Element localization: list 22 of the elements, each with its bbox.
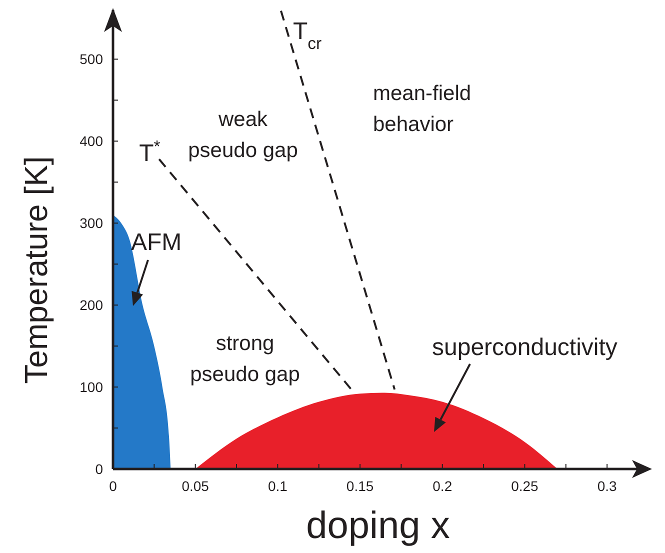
x-tick-label: 0.2 [432,478,452,494]
x-tick-label: 0.3 [597,478,618,494]
y-tick-label: 200 [80,296,104,313]
series-label: superconductivity [432,334,618,361]
annotation: mean-field behavior [373,82,472,136]
y-tick-label: 0 [95,460,104,477]
x-tick-label: 0.15 [346,478,374,494]
x-tick-label: 0.05 [182,478,210,494]
x-tick-label: 0 [109,478,118,494]
series-label: T$^{*}$ [139,136,161,168]
y-tick-label: 100 [80,378,104,395]
x-axis-title: doping x [306,505,450,547]
x-tick-label: 0.25 [511,478,539,494]
y-tick-label: 300 [80,215,104,232]
series-label: T$_{cr}$ [292,18,322,52]
x-tick-label: 0.1 [268,478,288,494]
y-axis-title: Temperature [K] [18,156,54,384]
series-label: AFM [131,229,182,256]
y-tick-label: 500 [80,51,104,68]
annotation: strong pseudo gap [190,332,300,386]
y-tick-label: 400 [80,133,104,150]
annotation: weak pseudo gap [188,108,298,162]
